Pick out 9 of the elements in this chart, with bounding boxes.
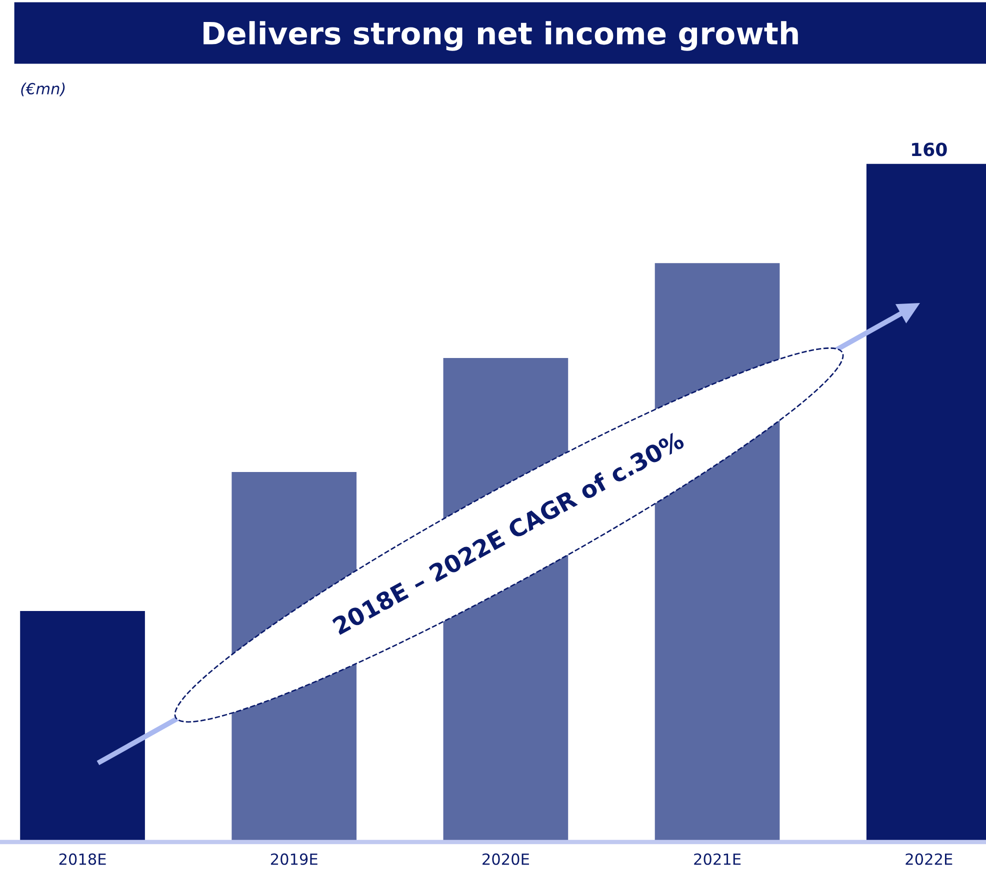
x-tick-label: 2021E [694,853,741,865]
chart-title: Delivers strong net income growth [204,21,798,51]
x-tick-label: 2022E [906,853,952,865]
x-tick-label: 2020E [482,853,529,865]
x-tick-label: 2019E [270,853,318,865]
bar [20,611,145,842]
data-label: 160 [912,142,947,156]
chart-subtitle: (€mn) [21,82,65,96]
x-tick-label: 2018E [59,853,106,865]
